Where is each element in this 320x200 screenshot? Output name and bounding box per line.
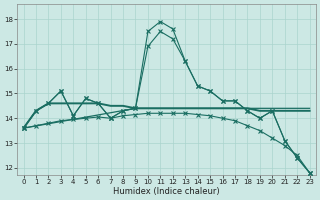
X-axis label: Humidex (Indice chaleur): Humidex (Indice chaleur)	[113, 187, 220, 196]
